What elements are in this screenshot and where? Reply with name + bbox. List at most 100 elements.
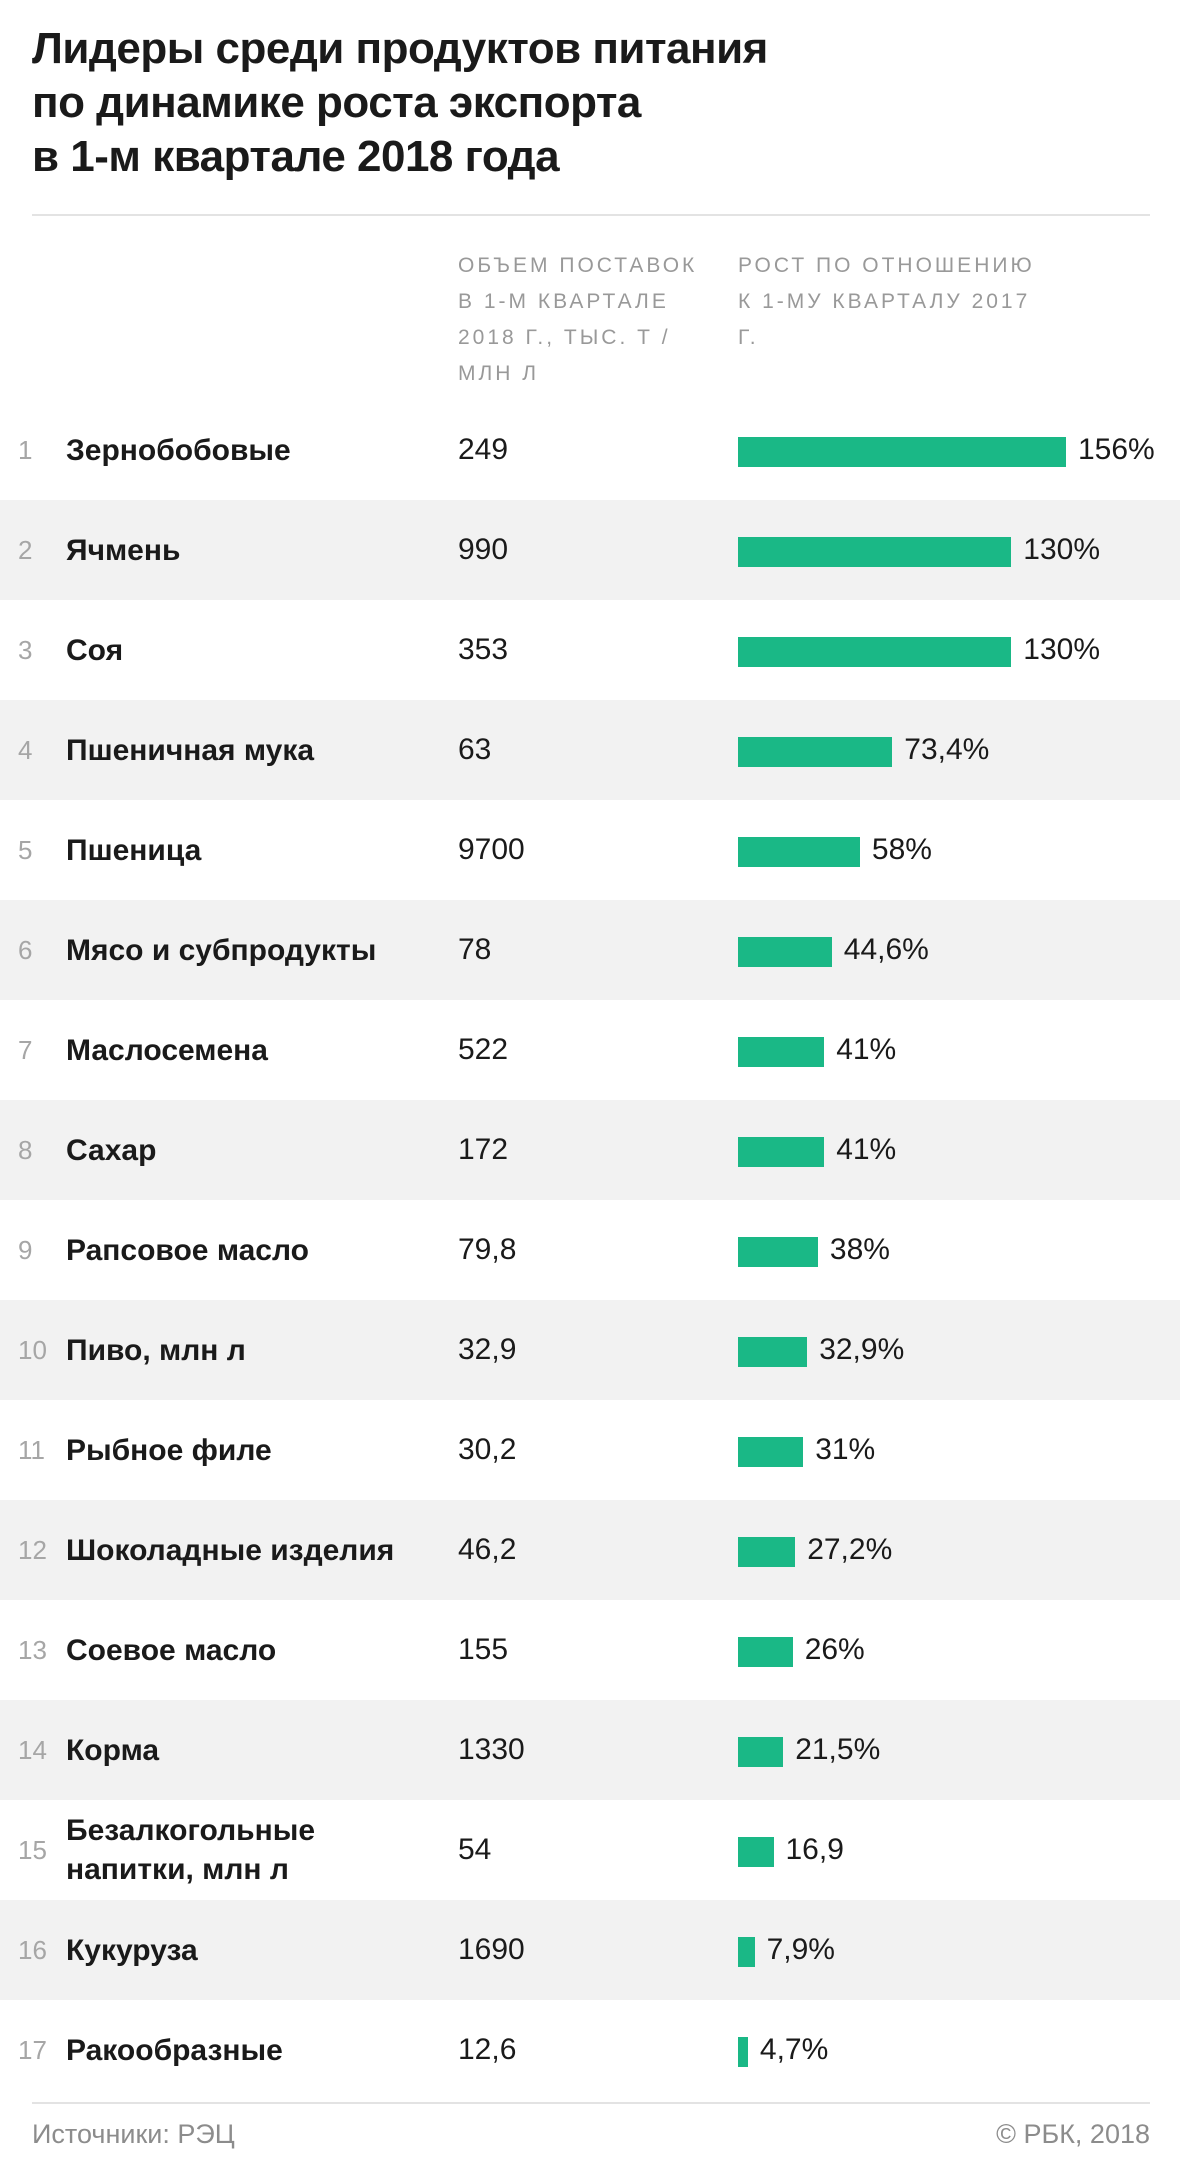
volume-value: 353 [458, 633, 509, 666]
volume-value: 155 [458, 1633, 509, 1666]
growth-bar [738, 1937, 755, 1967]
category-label: Соя [66, 633, 124, 667]
volume-value: 990 [458, 533, 509, 566]
volume-value: 172 [458, 1133, 509, 1166]
category-label: Мясо и субпродукты [66, 933, 377, 967]
growth-bar [738, 737, 893, 767]
row-rank: 1 [18, 435, 33, 465]
category-label: Сахар [66, 1133, 157, 1167]
table-row: 10 Пиво, млн л 32,9 32,9% [0, 1300, 1180, 1400]
growth-bar [738, 437, 1066, 467]
table-row: 6 Мясо и субпродукты 78 44,6% [0, 900, 1180, 1000]
growth-value-label: 73,4% [904, 733, 990, 766]
category-label: Рапсовое масло [66, 1233, 309, 1267]
volume-value: 46,2 [458, 1533, 517, 1566]
growth-value-label: 58% [871, 833, 932, 866]
chart-title-line-1: Лидеры среди продуктов питания [32, 24, 768, 73]
volume-value: 1330 [458, 1733, 525, 1766]
category-label: Маслосемена [66, 1033, 268, 1067]
growth-value-label: 130% [1023, 633, 1101, 666]
volume-value: 30,2 [458, 1433, 517, 1466]
volume-value: 522 [458, 1033, 509, 1066]
row-rank: 15 [18, 1835, 47, 1865]
volume-value: 79,8 [458, 1233, 517, 1266]
table-row: 12 Шоколадные изделия 46,2 27,2% [0, 1500, 1180, 1600]
copyright-note: © РБК, 2018 [996, 2119, 1150, 2149]
volume-value: 12,6 [458, 2033, 517, 2066]
growth-bar [738, 1737, 784, 1767]
growth-value-label: 41% [836, 1133, 897, 1166]
category-label: Рыбное филе [66, 1433, 272, 1467]
volume-value: 249 [458, 433, 509, 466]
growth-value-label: 4,7% [759, 2033, 829, 2066]
growth-value-label: 27,2% [807, 1533, 893, 1566]
table-row: 14 Корма 1330 21,5% [0, 1700, 1180, 1800]
category-label: Кукуруза [66, 1933, 198, 1967]
category-label: Зернобобовые [66, 433, 291, 467]
growth-bar [738, 1037, 825, 1067]
growth-bar [738, 937, 832, 967]
row-rank: 6 [18, 935, 33, 965]
category-label: Корма [66, 1733, 160, 1767]
category-label: Ячмень [66, 533, 181, 567]
growth-value-label: 21,5% [795, 1733, 881, 1766]
volume-value: 32,9 [458, 1333, 517, 1366]
category-label: Безалкогольные напитки, млн л [66, 1814, 316, 1886]
category-label: Шоколадные изделия [66, 1533, 395, 1567]
growth-value-label: 7,9% [766, 1933, 835, 1966]
table-row: 8 Сахар 172 41% [0, 1100, 1180, 1200]
table-row: 17 Ракообразные 12,6 4,7% [0, 2000, 1180, 2100]
top-divider [32, 214, 1150, 216]
growth-value-label: 31% [815, 1433, 876, 1466]
row-rank: 5 [18, 835, 33, 865]
growth-value-label: 32,9% [819, 1333, 905, 1366]
row-rank: 12 [18, 1535, 47, 1565]
category-label: Пиво, млн л [66, 1333, 246, 1367]
table-row: 16 Кукуруза 1690 7,9% [0, 1900, 1180, 2000]
row-rank: 9 [18, 1235, 33, 1265]
table-row: 1 Зернобобовые 249 156% [0, 400, 1180, 500]
row-rank: 14 [18, 1735, 47, 1765]
growth-bar [738, 537, 1012, 567]
row-rank: 17 [18, 2035, 47, 2065]
row-rank: 3 [18, 635, 33, 665]
table-row: 2 Ячмень 990 130% [0, 500, 1180, 600]
table-row: 9 Рапсовое масло 79,8 38% [0, 1200, 1180, 1300]
column-header-growth: Рост по отношению к 1-му кварталу 2017 г… [738, 254, 1035, 349]
growth-value-label: 156% [1078, 433, 1155, 466]
category-label: Пшеница [66, 833, 202, 867]
column-header-volume: Объем поставок в 1-м квартале 2018 г., т… [458, 254, 698, 385]
growth-bar [738, 837, 860, 867]
table-row: 5 Пшеница 9700 58% [0, 800, 1180, 900]
growth-value-label: 26% [804, 1633, 865, 1666]
table-row: 15 Безалкогольные напитки, млн л 54 16,9 [0, 1800, 1180, 1900]
growth-bar [738, 637, 1012, 667]
source-note: Источники: РЭЦ [32, 2119, 235, 2149]
category-label: Ракообразные [66, 2033, 283, 2067]
volume-value: 9700 [458, 833, 525, 866]
volume-value: 78 [458, 933, 492, 966]
category-label: Соевое масло [66, 1633, 277, 1667]
row-rank: 11 [18, 1435, 45, 1465]
chart-title-line-2: по динамике роста экспорта [32, 78, 641, 127]
chart-title-line-3: в 1-м квартале 2018 года [32, 132, 560, 181]
growth-value-label: 16,9 [785, 1833, 844, 1866]
growth-bar [738, 1137, 825, 1167]
row-rank: 4 [18, 735, 33, 765]
growth-bar [738, 1237, 818, 1267]
growth-value-label: 130% [1023, 533, 1101, 566]
table-row: 3 Соя 353 130% [0, 600, 1180, 700]
row-rank: 2 [18, 535, 33, 565]
table-row: 11 Рыбное филе 30,2 31% [0, 1400, 1180, 1500]
volume-value: 1690 [458, 1933, 525, 1966]
growth-bar [738, 1837, 774, 1867]
category-label: Пшеничная мука [66, 733, 315, 767]
row-rank: 16 [18, 1935, 47, 1965]
table-row: 4 Пшеничная мука 63 73,4% [0, 700, 1180, 800]
bottom-divider [32, 2102, 1150, 2104]
growth-bar [738, 1337, 808, 1367]
growth-bar [738, 1537, 796, 1567]
row-rank: 10 [18, 1335, 47, 1365]
row-rank: 13 [18, 1635, 47, 1665]
growth-bar [738, 1637, 793, 1667]
